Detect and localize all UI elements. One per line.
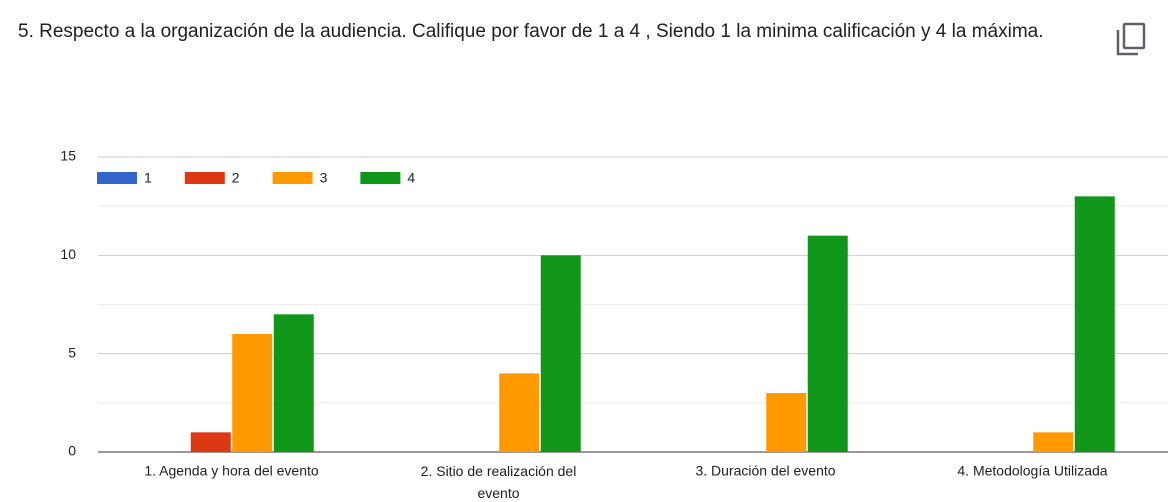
- bar: [190, 432, 231, 452]
- bar: [273, 314, 314, 452]
- legend-label: 4: [407, 170, 415, 186]
- x-tick-label: 2. Sitio de realización del evento: [421, 463, 577, 501]
- question-title: 5. Respecto a la organización de la audi…: [18, 21, 1044, 42]
- bar: [232, 334, 273, 452]
- legend-swatch: [184, 172, 225, 184]
- bar: [540, 255, 581, 452]
- bar: [766, 393, 807, 452]
- legend-swatch: [97, 172, 137, 184]
- legend-label: 2: [232, 170, 240, 186]
- y-tick-label: 10: [60, 246, 76, 262]
- bar: [1033, 432, 1074, 452]
- legend-swatch: [360, 172, 401, 184]
- legend-label: 1: [144, 170, 152, 186]
- x-tick-label: 4. Metodología Utilizada: [957, 463, 1107, 479]
- x-tick-label: 3. Duración del evento: [695, 463, 835, 479]
- bar: [807, 235, 848, 452]
- bar: [499, 373, 540, 452]
- x-tick-label: 1. Agenda y hora del evento: [144, 463, 319, 479]
- legend-swatch: [272, 172, 313, 184]
- y-tick-label: 5: [68, 344, 76, 360]
- y-tick-label: 0: [68, 443, 76, 459]
- copy-icon[interactable]: [1116, 22, 1146, 56]
- legend-label: 3: [320, 170, 328, 186]
- y-tick-label: 15: [60, 148, 76, 164]
- bar: [1074, 196, 1115, 452]
